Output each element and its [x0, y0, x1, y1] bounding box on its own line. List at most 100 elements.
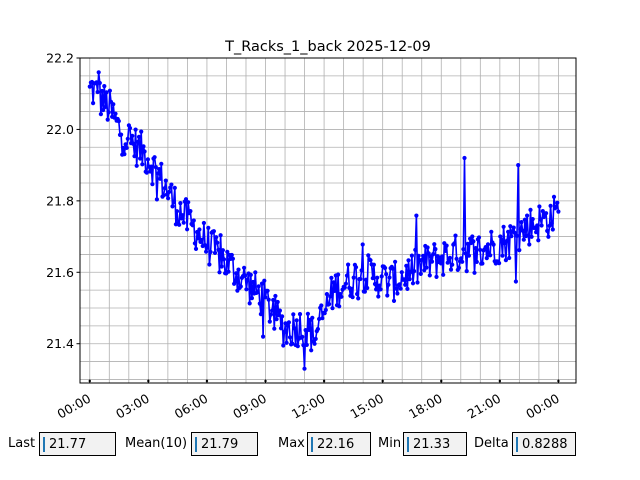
delta-value: 0.8288: [522, 437, 568, 452]
data-point: [540, 209, 545, 214]
data-point: [393, 259, 398, 264]
data-point: [226, 269, 231, 274]
data-point: [234, 271, 239, 276]
delta-value-field[interactable]: 0.8288: [512, 432, 576, 456]
data-point: [555, 200, 560, 205]
data-point: [97, 80, 102, 86]
data-point: [491, 242, 496, 247]
data-point: [408, 269, 413, 274]
data-point: [450, 262, 455, 267]
data-point: [521, 237, 526, 242]
data-point: [375, 275, 380, 280]
mean-value-field[interactable]: 21.79: [191, 432, 258, 456]
data-point: [529, 234, 534, 239]
data-point: [218, 233, 223, 238]
data-point: [306, 327, 312, 332]
data-point: [528, 207, 533, 212]
data-point: [270, 308, 275, 313]
data-point: [330, 306, 335, 311]
data-point: [183, 197, 189, 202]
data-point: [433, 247, 438, 252]
data-point: [101, 107, 106, 113]
last-label: Last: [8, 436, 36, 451]
max-value: 22.16: [317, 437, 355, 452]
data-point: [271, 297, 276, 303]
data-point: [132, 154, 137, 159]
data-point: [546, 234, 551, 239]
data-point: [150, 182, 155, 187]
data-point: [178, 201, 183, 206]
data-point: [530, 217, 535, 222]
data-point: [138, 156, 143, 161]
data-point: [478, 247, 483, 252]
data-point: [242, 265, 247, 270]
data-point: [154, 197, 159, 202]
data-point: [429, 259, 435, 264]
data-point: [180, 213, 185, 218]
data-point: [526, 233, 531, 238]
data-point: [378, 287, 383, 292]
data-point: [414, 213, 419, 218]
data-point: [465, 241, 470, 246]
data-point: [329, 275, 334, 280]
data-point: [310, 315, 315, 320]
data-point: [464, 269, 469, 274]
data-point: [410, 281, 416, 286]
x-tick-label: 00:00: [55, 391, 94, 422]
data-point: [130, 133, 135, 138]
data-point: [302, 366, 307, 371]
x-tick-dot: [322, 379, 326, 383]
data-point: [149, 164, 154, 169]
data-point: [170, 204, 175, 209]
data-point: [190, 223, 195, 228]
data-point: [516, 163, 521, 168]
x-tick-label: 12:00: [289, 391, 328, 422]
data-point: [161, 193, 166, 198]
data-point: [171, 199, 176, 205]
data-point: [365, 285, 370, 291]
data-point: [95, 89, 100, 95]
data-point: [141, 144, 146, 149]
data-point: [351, 275, 356, 280]
data-point: [466, 253, 471, 258]
data-point: [342, 285, 347, 290]
data-point: [245, 277, 250, 282]
data-point: [438, 261, 444, 266]
data-point: [179, 216, 184, 221]
data-point: [107, 88, 112, 93]
data-point: [102, 84, 107, 89]
data-point: [291, 312, 296, 317]
data-point: [525, 213, 530, 218]
data-point: [305, 311, 310, 316]
data-point: [323, 307, 328, 313]
data-point: [386, 282, 391, 287]
data-point: [399, 270, 404, 275]
data-point: [172, 185, 177, 190]
data-point: [113, 111, 118, 116]
max-value-field[interactable]: 22.16: [307, 432, 371, 456]
data-point: [398, 286, 403, 291]
data-point: [225, 249, 230, 254]
data-point: [286, 320, 291, 325]
data-point: [280, 314, 285, 319]
data-point: [416, 253, 421, 258]
data-point: [384, 272, 389, 277]
data-point: [287, 335, 293, 340]
min-value-field[interactable]: 21.33: [403, 432, 467, 456]
data-point: [186, 200, 191, 205]
y-tick-label: 22.2: [46, 51, 74, 66]
last-value-field[interactable]: 21.77: [39, 432, 116, 456]
x-tick-label: 09:00: [230, 391, 269, 422]
data-point: [125, 136, 130, 141]
data-point: [462, 155, 467, 161]
data-point: [327, 302, 332, 307]
data-point: [104, 90, 109, 95]
data-point: [276, 313, 281, 318]
data-point: [391, 298, 397, 303]
data-point: [403, 282, 408, 287]
data-point: [346, 262, 351, 267]
data-point: [421, 253, 426, 258]
data-point: [267, 319, 272, 324]
data-point: [476, 235, 482, 240]
